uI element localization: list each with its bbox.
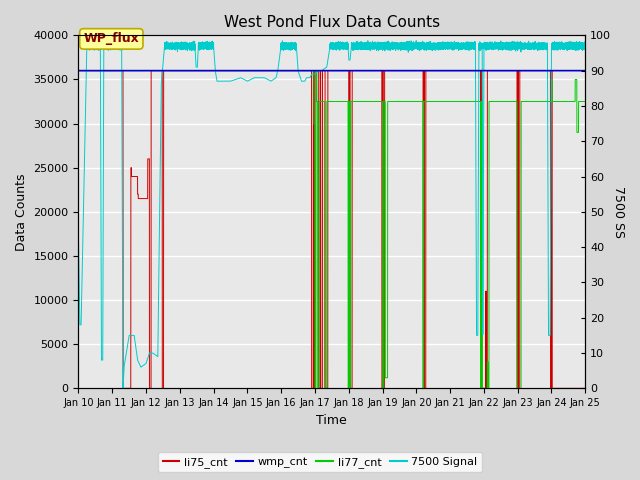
Title: West Pond Flux Data Counts: West Pond Flux Data Counts [224,15,440,30]
Y-axis label: 7500 SS: 7500 SS [612,186,625,238]
Y-axis label: Data Counts: Data Counts [15,173,28,251]
Legend: li75_cnt, wmp_cnt, li77_cnt, 7500 Signal: li75_cnt, wmp_cnt, li77_cnt, 7500 Signal [158,452,482,472]
X-axis label: Time: Time [316,414,348,427]
Text: WP_flux: WP_flux [83,32,140,46]
